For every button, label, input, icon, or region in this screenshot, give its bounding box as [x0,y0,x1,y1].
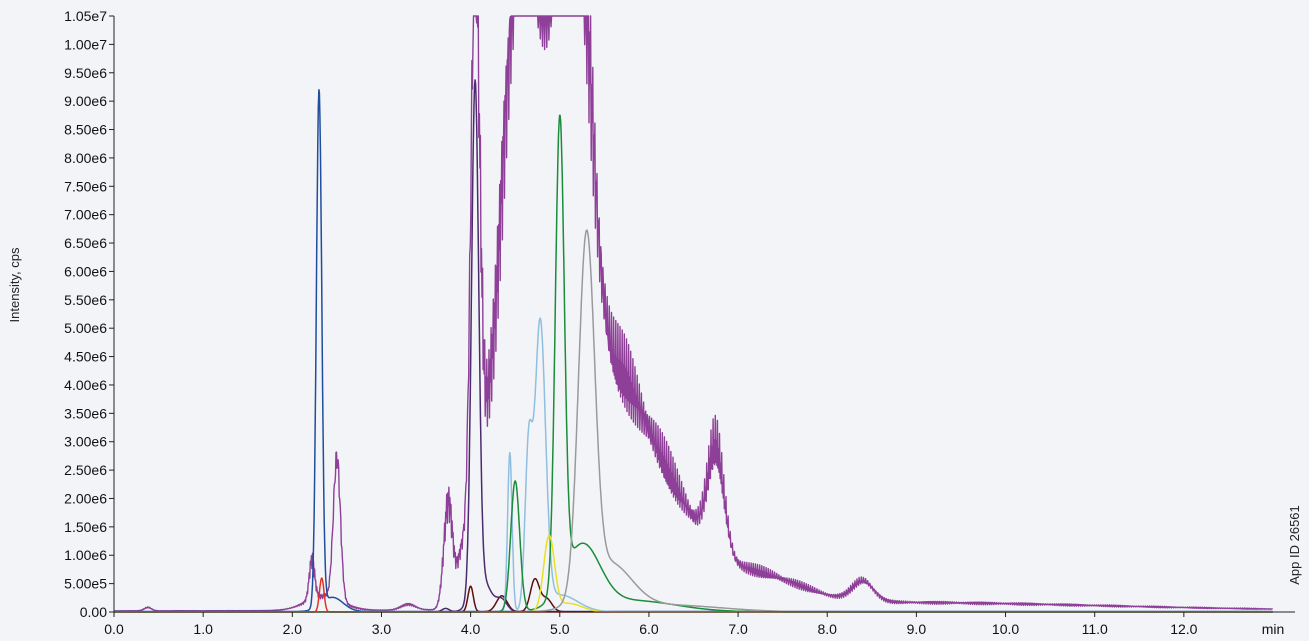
trace-line [113,534,1273,613]
y-tick-label: 9.50e6 [64,65,107,81]
x-tick-label: 8.0 [817,621,837,637]
y-tick-label: 2.00e6 [64,490,107,506]
y-tick-label: 8.00e6 [64,150,107,166]
y-tick-label: 0.00 [80,604,107,620]
x-tick-label: 9.0 [907,621,927,637]
x-tick-label: 6.0 [639,621,659,637]
y-tick-label: 1.50e6 [64,519,107,535]
x-tick-label: 4.0 [461,621,481,637]
y-tick-label: 5.00e5 [64,576,107,592]
x-tick-label: 2.0 [283,621,303,637]
x-tick-label: 7.0 [728,621,748,637]
y-tick-label: 7.00e6 [64,207,107,223]
y-axis-title: Intensity, cps [7,247,22,322]
axes-layer [113,16,1295,613]
x-tick-label: 1.0 [193,621,213,637]
y-tick-label: 6.00e6 [64,263,107,279]
trace-line [113,114,1273,613]
trace-line [113,317,1273,613]
trace-line [113,229,1273,613]
x-tick-label: 3.0 [372,621,392,637]
y-tick-label: 4.50e6 [64,349,107,365]
trace-line [113,577,1273,613]
y-tick-label: 5.50e6 [64,292,107,308]
x-ticks: 0.0 1.0 2.0 3.0 4.0 5.0 6.0 7.0 8.0 9.0 10.0 11.0 12… [104,612,1284,637]
x-tick-label: 5.0 [550,621,570,637]
traces-layer [113,15,1273,613]
y-tick-label: 1.05e7 [64,8,107,24]
y-tick-label: 4.00e6 [64,377,107,393]
y-tick-label: 3.50e6 [64,405,107,421]
trace-line [113,89,1273,613]
y-tick-label: 8.50e6 [64,122,107,138]
x-tick-label: 11.0 [1082,621,1108,637]
x-tick-label: 12.0 [1170,621,1197,637]
y-tick-label: 7.50e6 [64,178,107,194]
y-tick-label: 2.50e6 [64,462,107,478]
y-tick-label: 6.50e6 [64,235,107,251]
app-id-note: App ID 26561 [1287,505,1302,585]
y-tick-label: 1.00e6 [64,547,107,563]
y-ticks: 0.00 5.00e5 1.00e6 1.50e6 2.00e6 2.50e6 3.00e6… [64,8,114,620]
trace-line [113,79,1273,613]
y-tick-label: 9.00e6 [64,93,107,109]
y-tick-label: 3.00e6 [64,434,107,450]
x-axis-title: min [1262,621,1285,637]
trace-line [113,15,1273,612]
x-tick-label: 0.0 [104,621,124,637]
y-tick-label: 5.00e6 [64,320,107,336]
y-tick-label: 1.00e7 [64,36,107,52]
x-tick-label: 10.0 [992,621,1019,637]
